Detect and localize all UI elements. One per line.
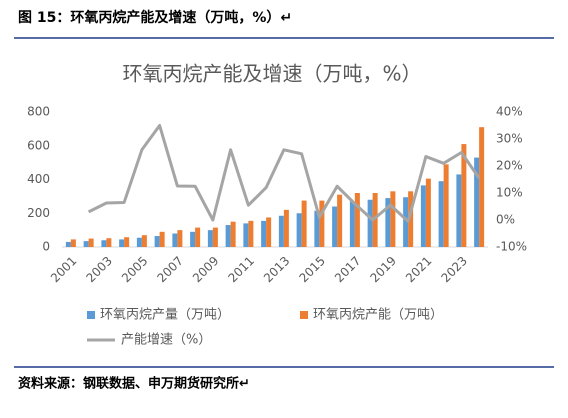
bar (367, 199, 373, 247)
bar (212, 227, 218, 247)
bar (461, 144, 467, 247)
bar (119, 239, 125, 247)
bar (106, 238, 112, 247)
bar (425, 178, 431, 247)
bar (385, 198, 391, 247)
bar (195, 227, 201, 247)
bar (248, 220, 254, 247)
bar (403, 197, 409, 247)
bar (301, 200, 307, 247)
bar (230, 221, 236, 247)
y2-tick-label: 40% (496, 105, 523, 119)
y-tick-label: 0 (42, 240, 50, 254)
bar (283, 209, 289, 247)
bar (243, 223, 249, 247)
bar (278, 215, 284, 247)
x-tick-label: 2001 (48, 254, 79, 285)
bar (474, 157, 480, 247)
bar (319, 200, 325, 247)
bar (83, 241, 89, 247)
bar (190, 231, 196, 247)
bar (225, 225, 231, 247)
bar (456, 174, 462, 247)
chart-title: 环氧丙烷产能及增速（万吨，%） (122, 62, 421, 86)
bar (443, 164, 449, 247)
x-tick-label: 2019 (367, 254, 398, 285)
legend-swatch (300, 311, 308, 319)
x-tick-label: 2007 (154, 254, 185, 285)
y-tick-label: 200 (27, 206, 50, 220)
bar (296, 213, 302, 247)
x-tick-label: 2021 (403, 254, 434, 285)
bar (408, 191, 414, 247)
y2-tick-label: 20% (496, 159, 523, 173)
y2-tick-label: 0% (496, 213, 515, 227)
x-tick-label: 2023 (438, 254, 469, 285)
bar (70, 239, 76, 247)
x-tick-label: 2017 (332, 254, 363, 285)
x-tick-label: 2003 (83, 254, 114, 285)
x-tick-label: 2005 (119, 254, 150, 285)
bar (349, 201, 355, 247)
y-tick-label: 800 (27, 105, 50, 119)
bar (314, 210, 320, 247)
bar (390, 191, 396, 247)
bar (372, 193, 378, 247)
x-tick-label: 2009 (190, 254, 221, 285)
bar (479, 127, 485, 247)
legend-label: 产能增速（%） (121, 333, 211, 348)
x-tick-label: 2013 (261, 254, 292, 285)
source: 资料来源：钢联数据、申万期货研究所↵ (18, 376, 250, 392)
bar (141, 235, 147, 247)
legend-swatch (87, 311, 95, 319)
bar (261, 220, 267, 247)
bar (101, 240, 107, 247)
y2-tick-label: -10% (496, 240, 527, 254)
y-tick-label: 600 (27, 138, 50, 152)
x-tick-label: 2011 (225, 254, 256, 285)
growth-line (87, 124, 481, 223)
bar (172, 233, 178, 247)
bar (354, 193, 360, 247)
bar (65, 241, 71, 247)
bar (337, 194, 343, 247)
bar (420, 185, 426, 247)
y2-tick-label: 30% (496, 132, 523, 146)
bar (266, 217, 272, 247)
bar (177, 230, 183, 247)
bar (159, 231, 165, 247)
bar (332, 206, 338, 247)
bar (154, 236, 160, 247)
bar (136, 237, 142, 247)
bar (124, 237, 130, 247)
bar (207, 230, 213, 247)
y2-tick-label: 10% (496, 186, 523, 200)
figure-title: 图 15：环氧丙烷产能及增速（万吨，%）↵ (18, 9, 292, 26)
legend-label: 环氧丙烷产量（万吨） (100, 308, 230, 323)
bar (438, 181, 444, 247)
bar (88, 238, 94, 247)
y-tick-label: 400 (27, 172, 50, 186)
x-tick-label: 2015 (296, 254, 327, 285)
legend-label: 环氧丙烷产能（万吨） (313, 308, 443, 323)
